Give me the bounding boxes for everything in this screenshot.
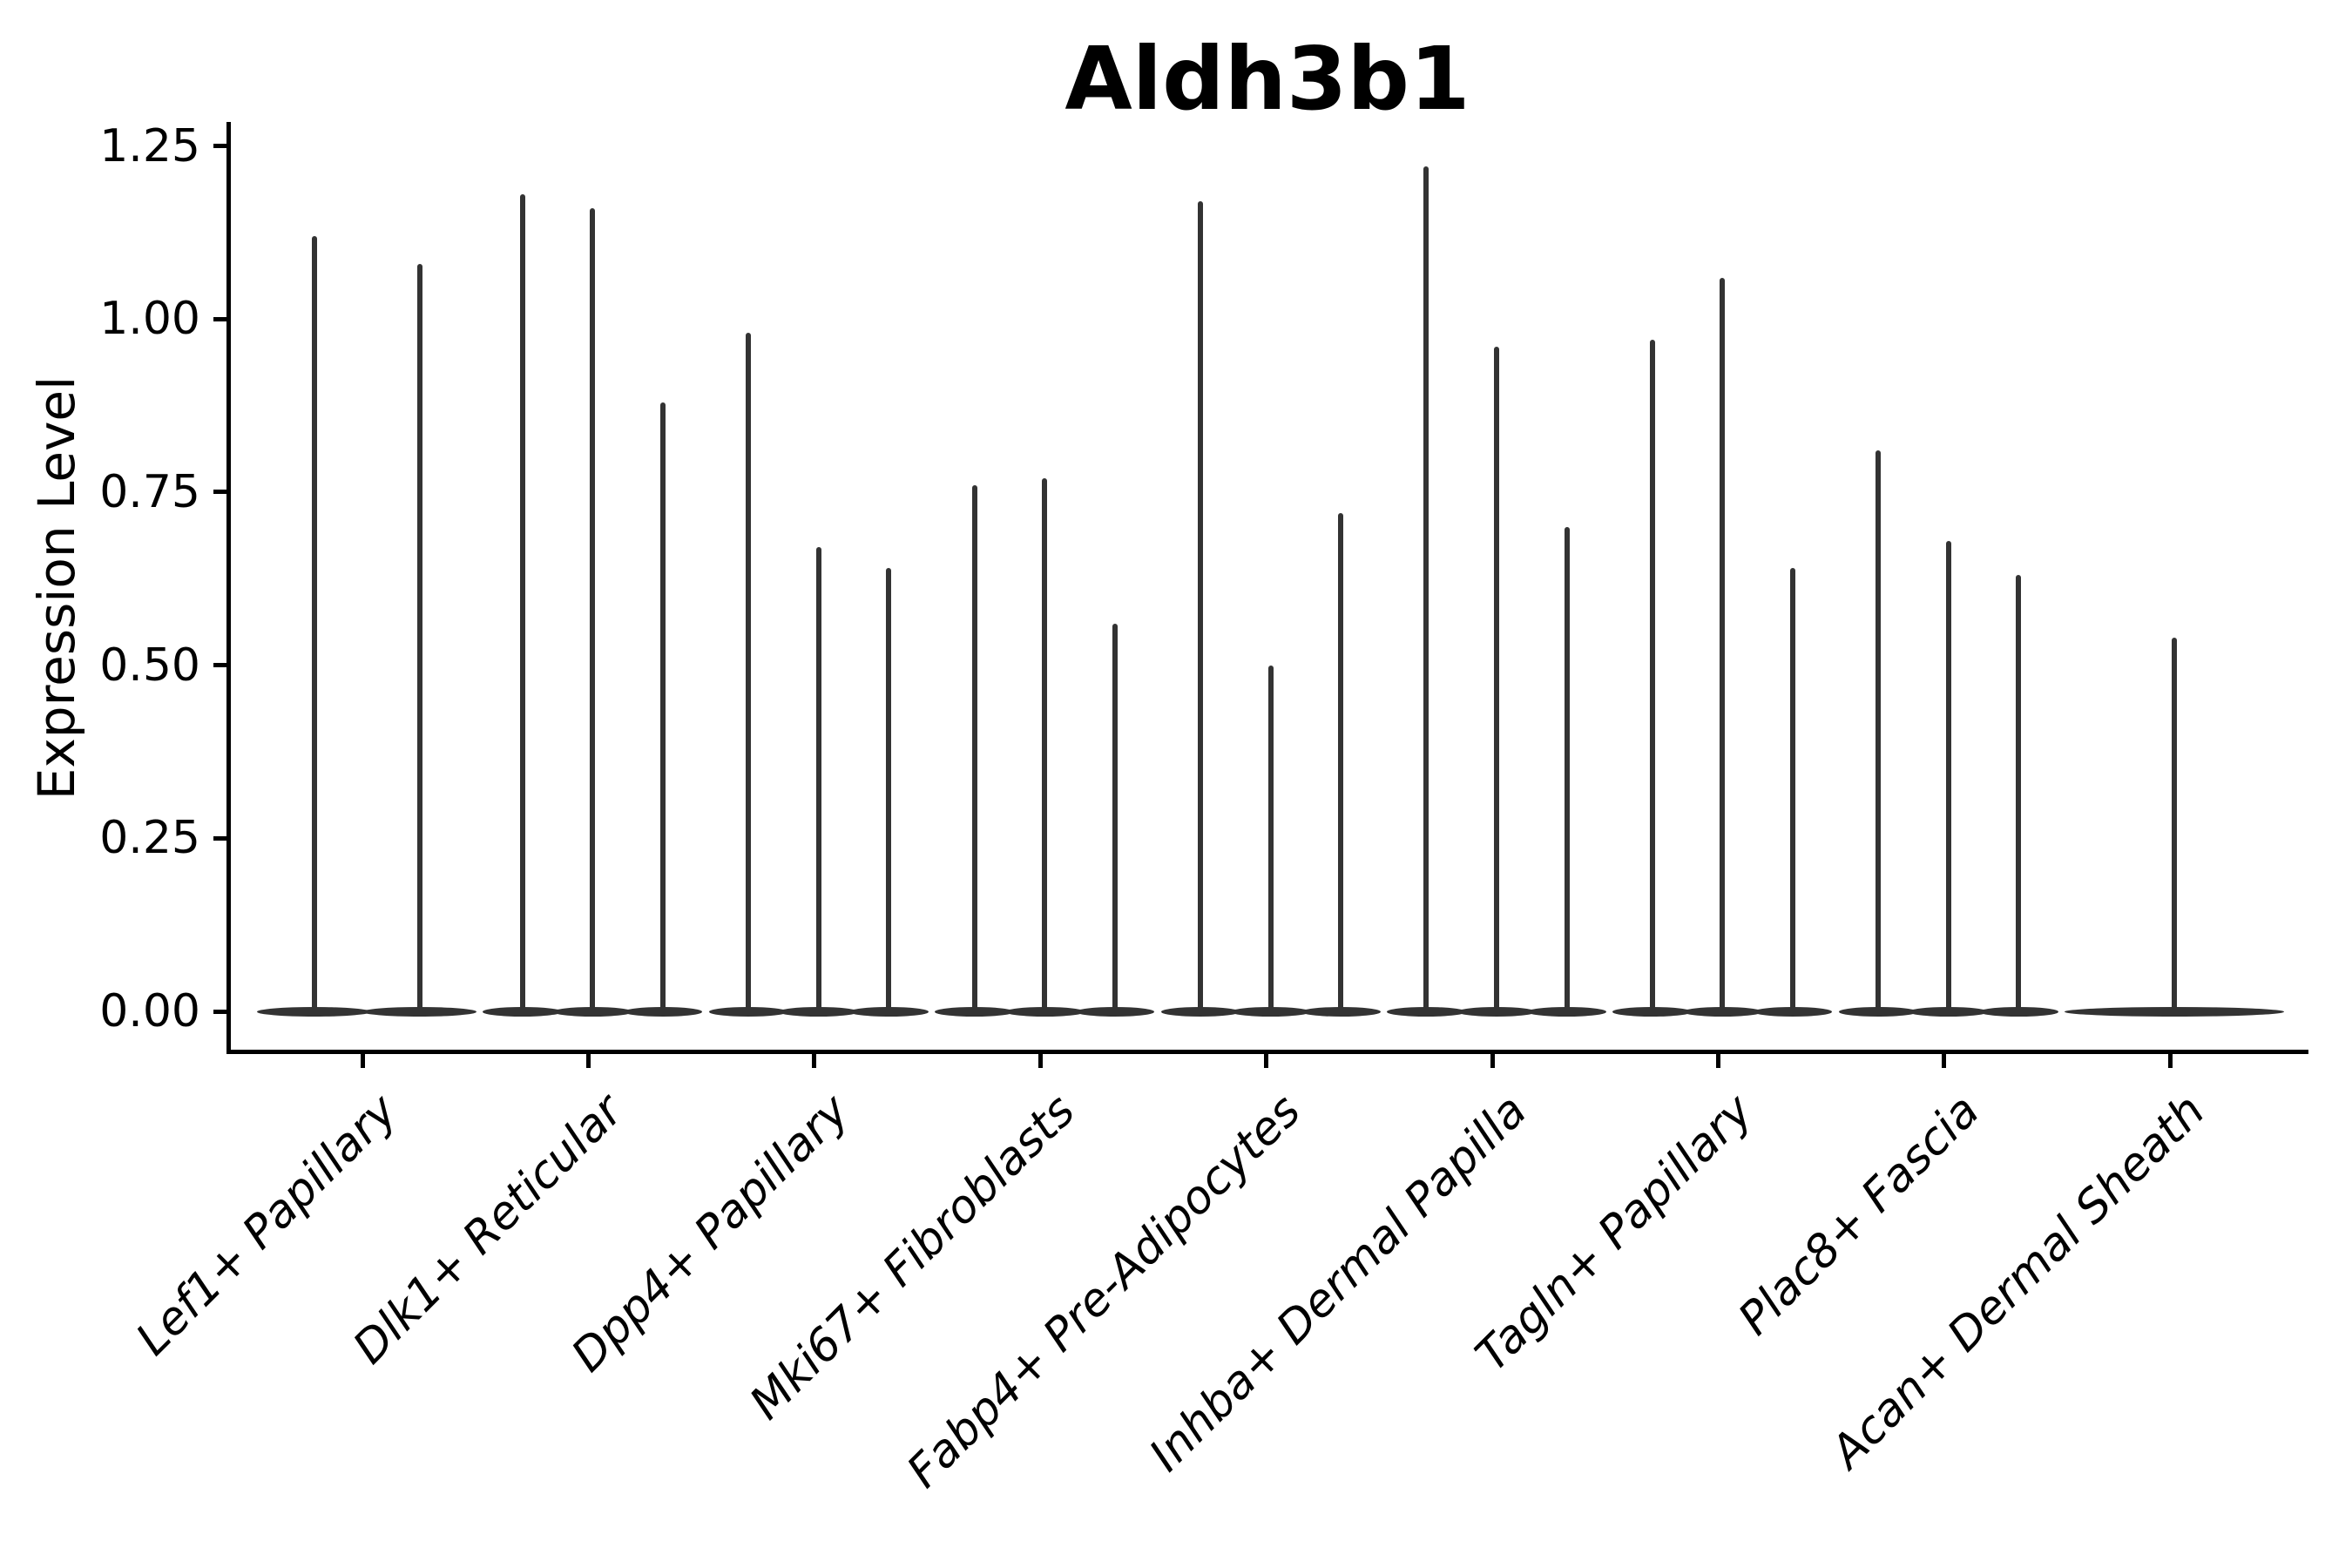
violin-spike xyxy=(1197,201,1203,1011)
chart-title: Aldh3b1 xyxy=(1064,28,1470,130)
violin-spike xyxy=(1267,665,1274,1011)
violin-spike xyxy=(1112,623,1118,1011)
x-category-label: Plac8+ Fascia xyxy=(1728,1085,1990,1346)
violin-base xyxy=(1301,1006,1381,1017)
violin-base xyxy=(1456,1006,1537,1017)
x-tick-mark xyxy=(1942,1054,1947,1068)
violin-base xyxy=(1160,1006,1240,1017)
violin-spike xyxy=(1945,540,1951,1011)
violin-base xyxy=(935,1006,1014,1017)
violin-base xyxy=(849,1006,929,1017)
x-tick-mark xyxy=(2167,1054,2173,1068)
y-tick-label: 1.25 xyxy=(99,119,200,172)
x-category-label: Fabp4+ Pre-Adipocytes xyxy=(897,1085,1312,1498)
y-tick-label: 0.25 xyxy=(99,812,200,865)
y-tick-mark xyxy=(213,663,226,668)
y-tick-mark xyxy=(213,144,226,148)
violin-base xyxy=(623,1006,703,1017)
violin-spike xyxy=(1423,166,1429,1011)
violin-base xyxy=(1979,1006,2058,1017)
violin-spike xyxy=(746,333,752,1011)
violin-base xyxy=(1838,1006,1918,1017)
violin-base xyxy=(1075,1006,1155,1017)
violin-spike xyxy=(2016,575,2022,1011)
violin-spike xyxy=(1649,340,1655,1011)
violin-base xyxy=(2065,1006,2285,1017)
violin-spike xyxy=(1790,568,1796,1011)
plot-area xyxy=(226,122,2308,1054)
y-tick-mark xyxy=(213,490,226,495)
violin-base xyxy=(708,1006,788,1017)
violin-spike xyxy=(2172,637,2178,1011)
violin-spike xyxy=(1564,526,1570,1011)
x-tick-mark xyxy=(1264,1054,1269,1068)
violin-base xyxy=(1909,1006,1989,1017)
violin-base xyxy=(1683,1006,1762,1017)
violin-spike xyxy=(660,402,666,1011)
violin-spike xyxy=(886,568,892,1011)
violin-base xyxy=(1231,1006,1310,1017)
violin-spike xyxy=(311,235,317,1011)
violin-spike xyxy=(1338,512,1344,1011)
y-tick-label: 0.00 xyxy=(99,985,200,1037)
violin-base xyxy=(362,1006,476,1017)
violin-base xyxy=(779,1006,859,1017)
y-tick-mark xyxy=(213,835,226,841)
violin-spike xyxy=(1876,450,1882,1011)
violin-spike xyxy=(971,484,977,1011)
violin-spike xyxy=(815,547,821,1011)
x-category-label: Acan+ Dermal Sheath xyxy=(1821,1085,2215,1479)
violin-base xyxy=(257,1006,371,1017)
y-axis-label-column: Expression Level xyxy=(9,122,105,1054)
violin-base xyxy=(483,1006,563,1017)
x-category-label: Inhba+ Dermal Papilla xyxy=(1139,1085,1538,1482)
x-tick-mark xyxy=(360,1054,365,1068)
x-tick-mark xyxy=(1715,1054,1720,1068)
violin-base xyxy=(1387,1006,1466,1017)
violin-spike xyxy=(519,194,525,1011)
violin-spike xyxy=(1042,478,1048,1011)
y-tick-label: 0.50 xyxy=(99,639,200,692)
violin-spike xyxy=(416,263,422,1011)
violin-base xyxy=(553,1006,632,1017)
violin-base xyxy=(1004,1006,1085,1017)
y-tick-label: 1.00 xyxy=(99,293,200,346)
violin-base xyxy=(1527,1006,1606,1017)
y-tick-mark xyxy=(213,316,226,321)
x-tick-mark xyxy=(585,1054,591,1068)
x-tick-mark xyxy=(1490,1054,1495,1068)
y-tick-label: 0.75 xyxy=(99,465,200,518)
violin-spike xyxy=(1720,277,1726,1011)
violin-base xyxy=(1612,1006,1693,1017)
violin-base xyxy=(1753,1006,1833,1017)
violin-spike xyxy=(590,208,596,1011)
y-tick-mark xyxy=(213,1009,226,1014)
x-tick-mark xyxy=(1037,1054,1043,1068)
y-axis-label: Expression Level xyxy=(27,375,86,801)
violin-spike xyxy=(1494,346,1499,1011)
x-tick-mark xyxy=(812,1054,817,1068)
